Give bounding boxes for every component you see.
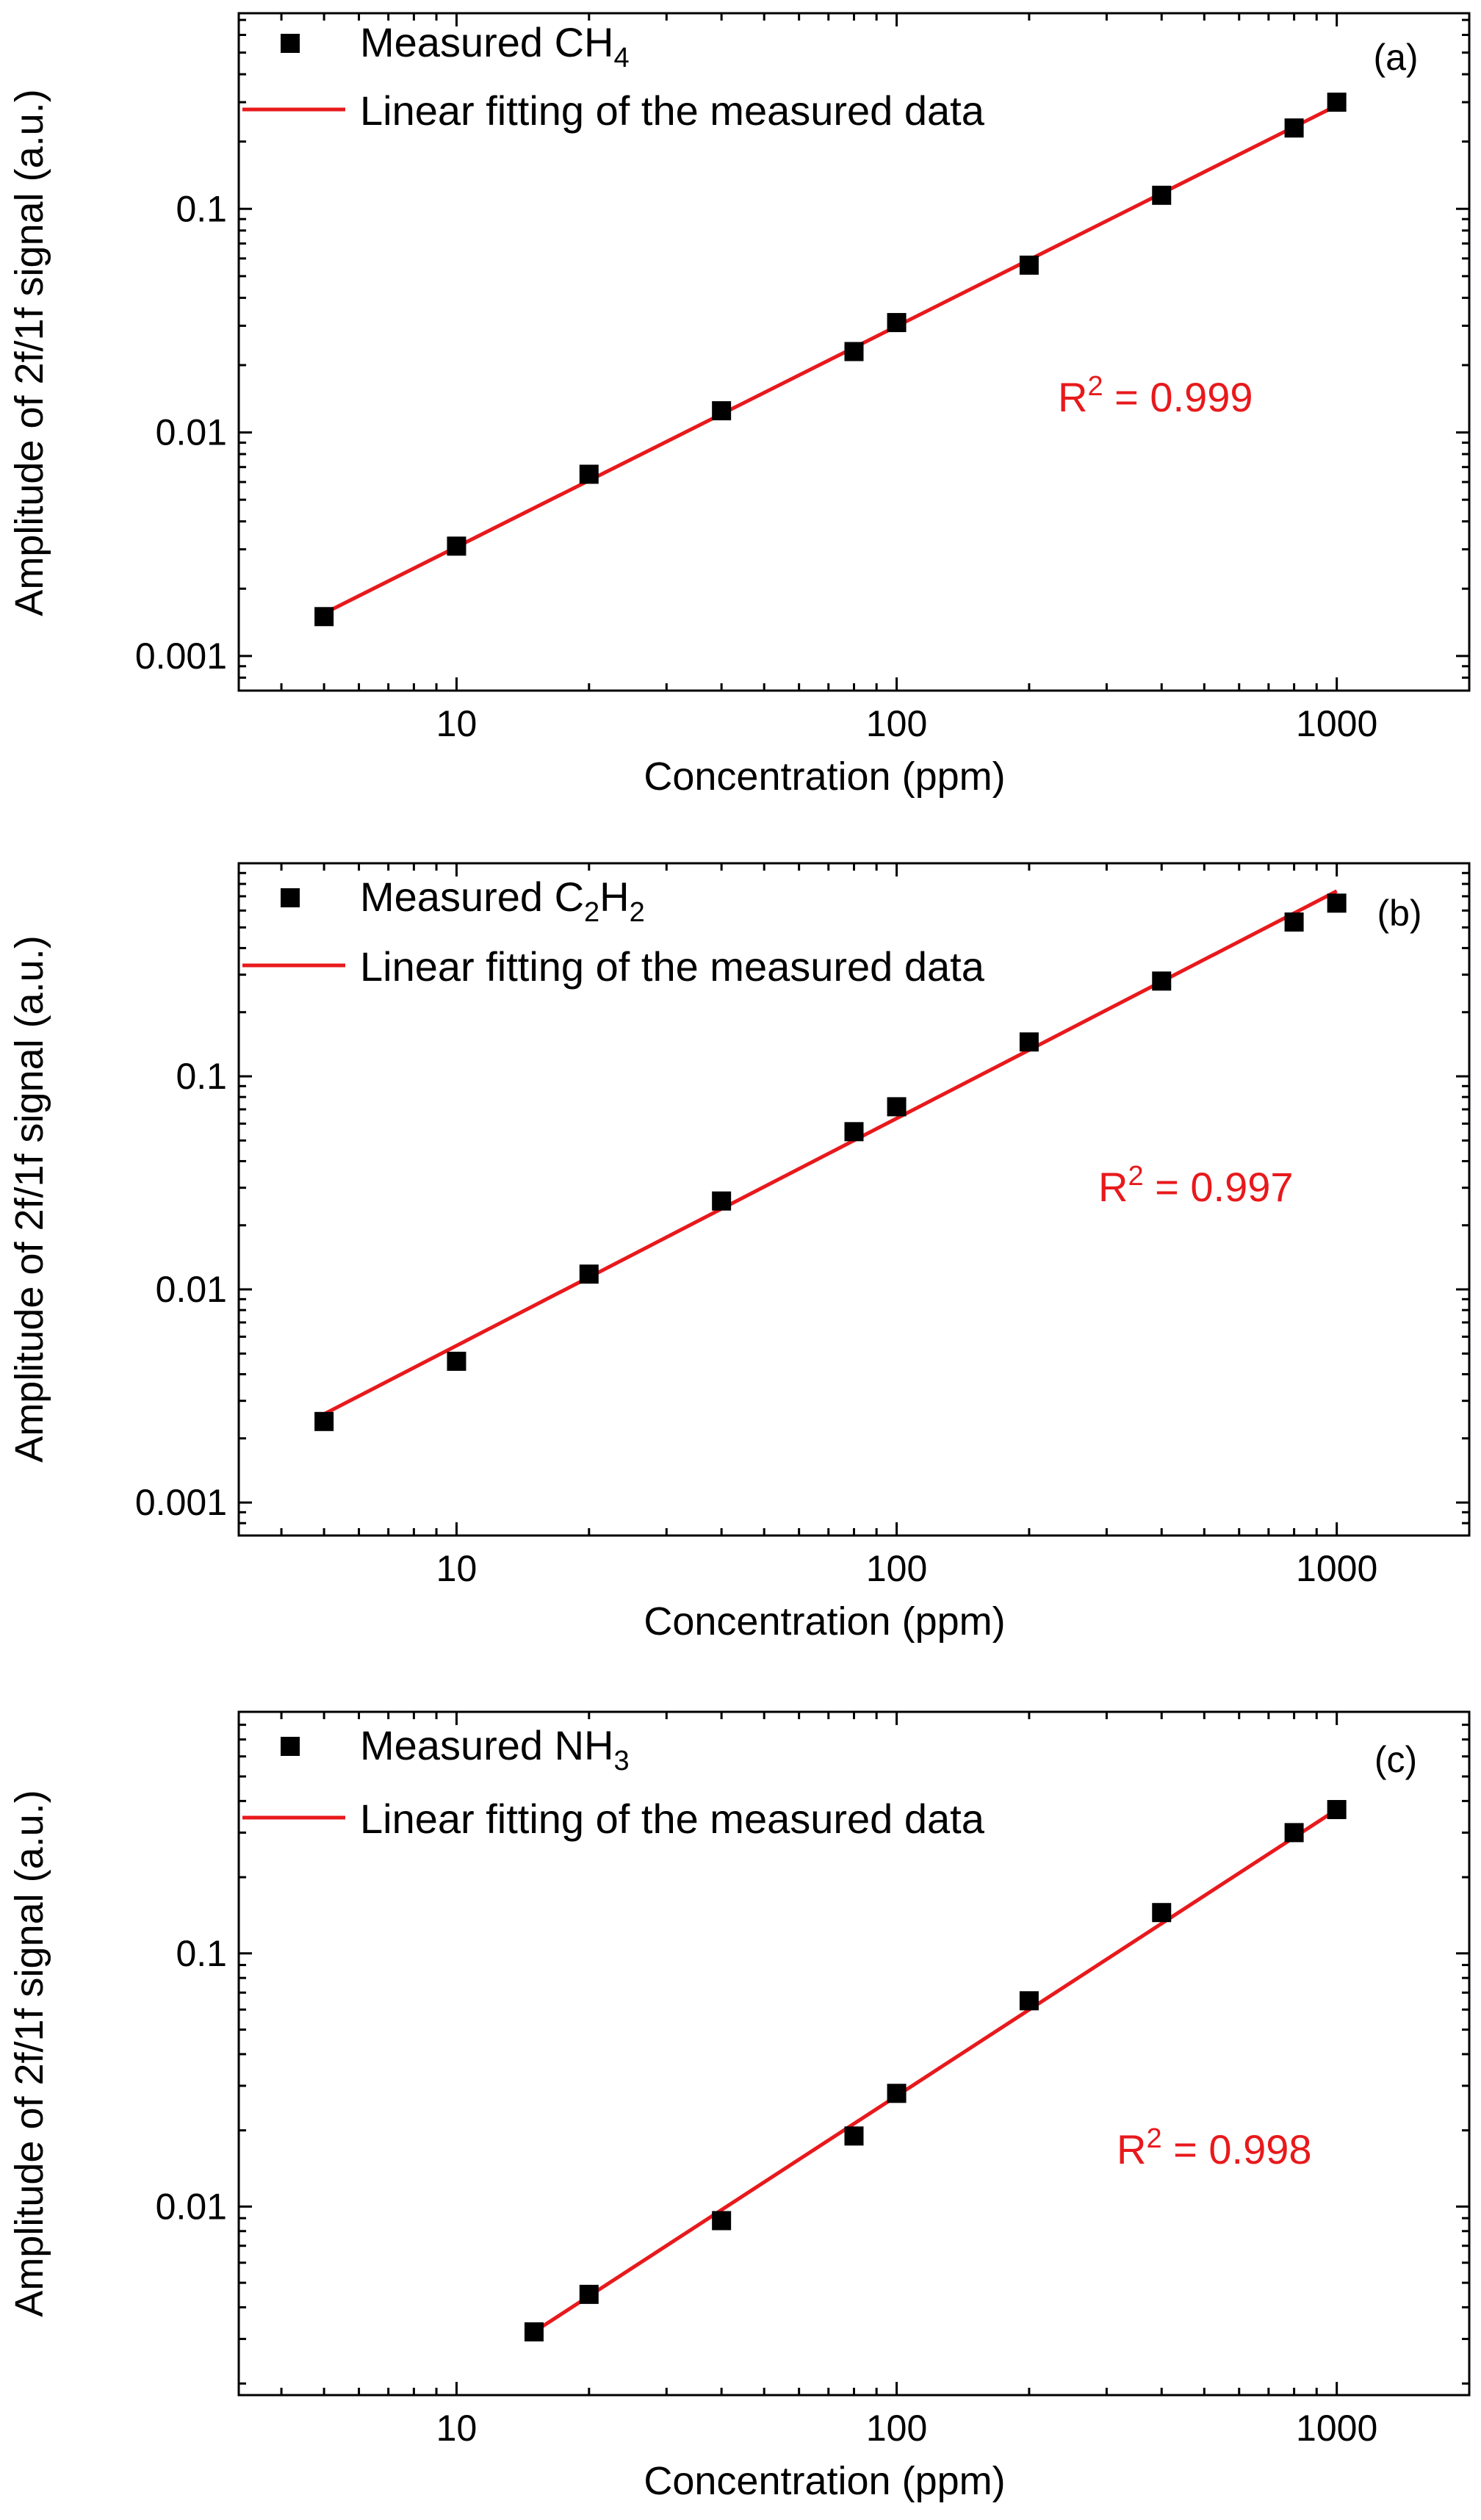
y-axis-title: Amplitude of 2f/1f signal (a.u.) bbox=[7, 1790, 51, 2316]
legend-measured-label: Measured CH4 bbox=[360, 19, 630, 73]
y-tick-label: 0.01 bbox=[156, 412, 227, 453]
x-tick-label: 100 bbox=[866, 703, 927, 744]
data-point bbox=[844, 1122, 864, 1142]
data-point bbox=[524, 2322, 544, 2341]
data-point bbox=[1327, 1800, 1347, 1820]
legend-fit-label: Linear fitting of the measured data bbox=[360, 1796, 985, 1842]
data-point bbox=[1019, 1032, 1039, 1052]
x-axis-title: Concentration (ppm) bbox=[644, 1599, 1005, 1644]
x-tick-label: 100 bbox=[866, 2408, 927, 2449]
x-tick-label: 1000 bbox=[1296, 703, 1377, 744]
chart-panel-a: 10 100 1000 0.001 0.01 0.1 Concentration (ppm)… bbox=[7, 12, 1471, 799]
r-squared-annotation: R2 = 0.999 bbox=[1058, 371, 1253, 420]
data-point bbox=[1327, 893, 1347, 913]
y-axis-title: Amplitude of 2f/1f signal (a.u.) bbox=[7, 89, 51, 616]
y-tick-label: 0.1 bbox=[176, 1056, 227, 1097]
y-axis-title: Amplitude of 2f/1f signal (a.u.) bbox=[7, 935, 51, 1462]
y-tick-label: 0.01 bbox=[156, 2186, 227, 2227]
panel-label: (b) bbox=[1377, 893, 1421, 934]
data-point bbox=[887, 1097, 907, 1117]
data-point bbox=[447, 1351, 466, 1371]
data-point bbox=[579, 464, 599, 484]
r-squared-annotation: R2 = 0.998 bbox=[1117, 2123, 1312, 2172]
data-point bbox=[1284, 1823, 1304, 1843]
data-point bbox=[1019, 255, 1039, 275]
y-tick-label: 0.001 bbox=[135, 636, 227, 677]
data-point bbox=[1019, 1991, 1039, 2011]
data-point bbox=[1327, 93, 1347, 112]
r-squared-annotation: R2 = 0.997 bbox=[1098, 1161, 1294, 1210]
x-tick-label: 1000 bbox=[1296, 1548, 1377, 1589]
panel-label: (c) bbox=[1374, 1739, 1417, 1780]
data-point bbox=[314, 1411, 334, 1431]
legend-measured-label: Measured NH3 bbox=[360, 1722, 630, 1776]
data-point bbox=[712, 2211, 732, 2231]
x-tick-label: 1000 bbox=[1296, 2408, 1377, 2449]
y-tick-label: 0.1 bbox=[176, 1933, 227, 1974]
x-tick-label: 10 bbox=[436, 1548, 478, 1589]
data-point bbox=[579, 1264, 599, 1284]
x-axis-title: Concentration (ppm) bbox=[644, 755, 1005, 799]
data-point bbox=[314, 607, 334, 627]
legend-measured-label: Measured C2H2 bbox=[360, 874, 645, 928]
fit-line bbox=[533, 1807, 1338, 2333]
legend-marker-icon bbox=[281, 888, 300, 907]
panel-label: (a) bbox=[1373, 37, 1418, 78]
data-point bbox=[1152, 1903, 1172, 1923]
data-point bbox=[1152, 971, 1172, 991]
legend-fit-label: Linear fitting of the measured data bbox=[360, 943, 985, 990]
x-axis-title: Concentration (ppm) bbox=[644, 2459, 1005, 2503]
data-point bbox=[1284, 118, 1304, 138]
data-point bbox=[887, 313, 907, 333]
data-point bbox=[1284, 912, 1304, 932]
fit-line bbox=[322, 104, 1338, 616]
data-point bbox=[844, 2126, 864, 2146]
y-tick-label: 0.1 bbox=[176, 188, 227, 229]
legend-fit-label: Linear fitting of the measured data bbox=[360, 87, 985, 134]
chart-panel-c: 10 100 1000 0.01 0.1 Concentration (ppm) Ampli… bbox=[7, 1710, 1471, 2503]
data-point bbox=[1152, 185, 1172, 205]
x-tick-label: 10 bbox=[436, 703, 478, 744]
data-point bbox=[712, 1191, 732, 1211]
x-tick-label: 10 bbox=[436, 2408, 478, 2449]
x-tick-label: 100 bbox=[866, 1548, 927, 1589]
chart-panel-b: 10 100 1000 0.001 0.01 0.1 Concentration (ppm)… bbox=[7, 862, 1471, 1644]
data-point bbox=[712, 401, 732, 421]
data-point bbox=[844, 342, 864, 361]
legend-marker-icon bbox=[281, 34, 300, 53]
data-point bbox=[447, 536, 466, 556]
y-tick-label: 0.001 bbox=[135, 1482, 227, 1523]
legend-marker-icon bbox=[281, 1737, 300, 1756]
data-point bbox=[887, 2084, 907, 2103]
data-point bbox=[579, 2284, 599, 2304]
y-tick-label: 0.01 bbox=[156, 1269, 227, 1310]
